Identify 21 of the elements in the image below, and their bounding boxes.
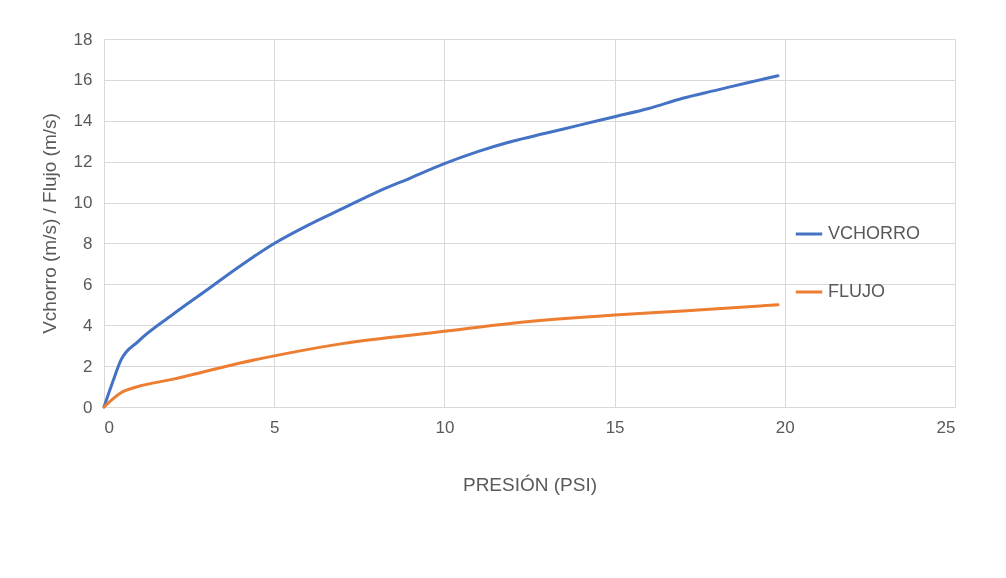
x-tick-label: 20 xyxy=(775,417,795,437)
y-axis-title: Vchorro (m/s) / Flujo (m/s) xyxy=(38,113,60,334)
x-tick-label: 15 xyxy=(605,417,625,437)
y-tick-label: 4 xyxy=(83,315,93,335)
y-tick-label: 18 xyxy=(73,29,93,49)
x-tick-label: 5 xyxy=(269,417,280,437)
y-tick-label: 6 xyxy=(83,274,93,294)
y-tick-label: 16 xyxy=(73,70,93,90)
y-tick-label: 14 xyxy=(73,111,93,131)
y-tick-label: 10 xyxy=(73,193,93,213)
legend-label: FLUJO xyxy=(828,281,886,301)
y-tick-label: 2 xyxy=(83,356,93,376)
x-axis-title: PRESIÓN (PSI) xyxy=(462,473,598,495)
y-tick-label: 0 xyxy=(83,397,93,417)
legend-label: VCHORRO xyxy=(828,223,921,243)
line-series xyxy=(102,303,780,409)
x-tick-label: 25 xyxy=(936,417,956,437)
y-tick-label: 8 xyxy=(83,233,93,253)
y-tick-label: 12 xyxy=(73,152,93,172)
x-tick-label: 0 xyxy=(104,417,114,437)
x-tick-label: 10 xyxy=(435,417,455,437)
